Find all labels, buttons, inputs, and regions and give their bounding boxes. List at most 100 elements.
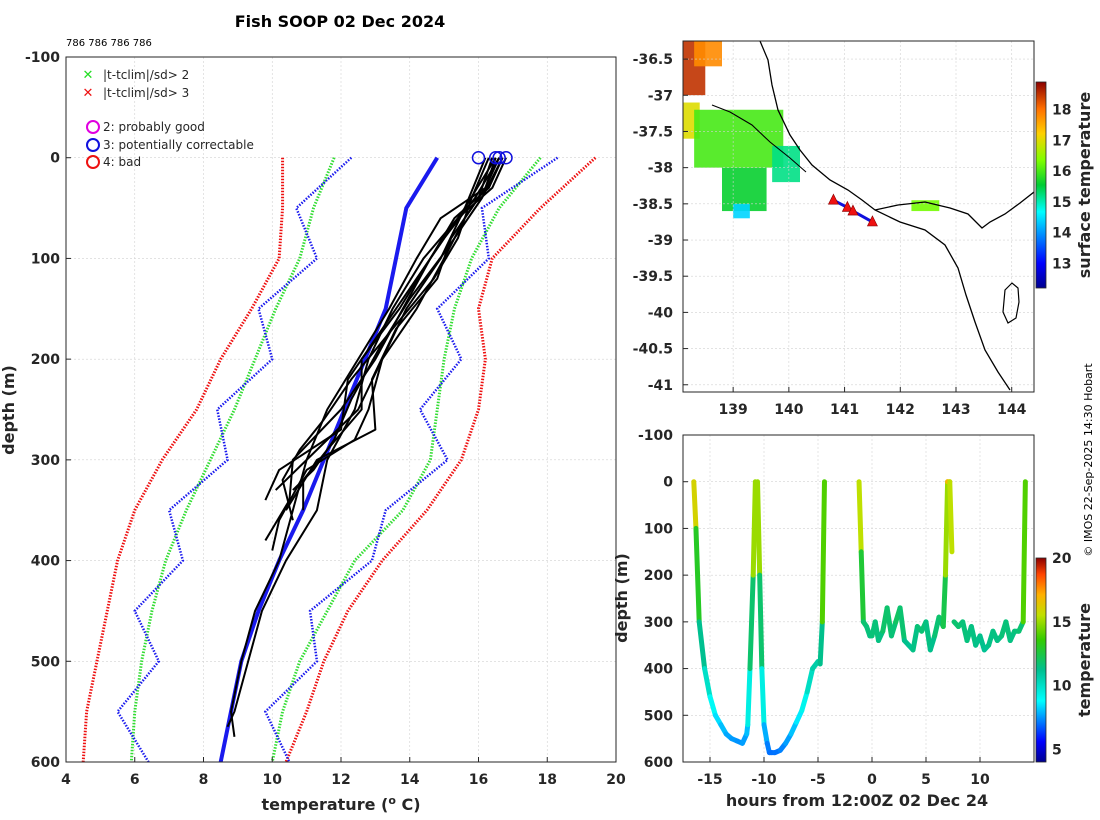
map-frame xyxy=(682,40,1035,393)
legend-item: |t-tclim|/sd> 2 xyxy=(103,68,189,82)
section-y-tick-label: 400 xyxy=(644,662,673,678)
legend-red-x-marker: ✕ xyxy=(83,86,94,101)
section-x-tick-label: -10 xyxy=(751,772,777,788)
depth-time-segments xyxy=(691,479,1028,756)
clim-mean-line xyxy=(218,156,439,762)
temperature-profile-line xyxy=(281,157,490,521)
map-y-tick-label: -41 xyxy=(648,378,673,394)
profile-x-ticks: 4 6 8 10 12 14 16 18 20 xyxy=(61,757,626,788)
section-plot-frame xyxy=(682,434,1035,763)
temperature-colorbar-tick-label: 15 xyxy=(1052,615,1071,631)
temperature-colorbar-tick-label: 10 xyxy=(1052,679,1072,695)
profile-y-tick-label: 0 xyxy=(50,151,60,167)
flag-3-circle-marker xyxy=(488,150,503,165)
sst-colorbar-ticks: 13 14 15 16 17 18 xyxy=(1052,103,1072,273)
temperature-colorbar-ticks: 5 10 15 20 xyxy=(1052,551,1072,758)
depth-time-segment xyxy=(747,572,756,672)
sst-colorbar-label: surface temperature xyxy=(1075,92,1094,279)
map-y-tick-label: -36.5 xyxy=(633,52,673,68)
sst-patch xyxy=(694,41,722,67)
drop-position-marker xyxy=(827,193,839,205)
profile-x-tick-label: 12 xyxy=(331,772,350,788)
map-x-tick-label: 142 xyxy=(886,402,915,418)
clim-minus-2sd-line xyxy=(129,157,336,762)
depth-time-segment xyxy=(759,666,767,728)
temperature-profile-line xyxy=(264,157,500,501)
map-y-ticks: -36.5 -37 -37.5 -38 -38.5 -39 -39.5 -40 -40.5 -41 xyxy=(633,52,688,394)
depth-time-segment xyxy=(691,479,699,531)
depth-time-segment xyxy=(897,605,907,644)
profile-x-tick-label: 4 xyxy=(61,772,71,788)
section-x-tick-label: 5 xyxy=(921,772,931,788)
map-x-tick-label: 140 xyxy=(774,402,803,418)
sst-colorbar-tick-label: 17 xyxy=(1052,133,1071,149)
sst-colorbar-tick-label: 14 xyxy=(1052,226,1072,242)
section-y-tick-label: 500 xyxy=(644,708,673,724)
coastline xyxy=(711,41,1034,391)
section-y-tick-label: 200 xyxy=(644,568,673,584)
map-y-tick-label: -38.5 xyxy=(633,197,673,213)
section-y-ticks: -100 0 100 200 300 400 500 600 xyxy=(638,428,688,771)
drop-position-marker xyxy=(866,215,878,227)
map-y-tick-label: -39.5 xyxy=(633,269,673,285)
temperature-profile-line xyxy=(292,157,504,491)
depth-time-segment xyxy=(819,479,827,625)
map-y-tick-label: -37.5 xyxy=(633,124,673,140)
legend-item: 2: probably good xyxy=(103,120,205,134)
sst-patches xyxy=(683,41,940,219)
profile-y-tick-label: 500 xyxy=(31,654,60,670)
section-x-label: hours from 12:00Z 02 Dec 24 xyxy=(726,791,988,810)
sst-patch xyxy=(911,200,940,212)
sst-colorbar-tick-label: 15 xyxy=(1052,195,1071,211)
clim-inner-blue-dotted-line xyxy=(263,156,559,762)
temperature-profile-line xyxy=(230,157,501,737)
legend-green-x-marker: ✕ xyxy=(83,68,94,83)
profile-y-tick-label: 600 xyxy=(31,755,60,771)
temperature-profile-line xyxy=(271,157,497,551)
clim-plus-2sd-line xyxy=(270,156,542,762)
section-y-label: depth (m) xyxy=(612,553,631,643)
coastline-bay xyxy=(874,191,1034,229)
clim-minus-3sd-line xyxy=(81,157,285,762)
depth-time-segment xyxy=(693,525,702,625)
profile-x-tick-label: 16 xyxy=(469,772,488,788)
depth-time-segment xyxy=(757,572,765,672)
map-x-tick-label: 143 xyxy=(941,402,970,418)
section-y-tick-label: 100 xyxy=(644,521,673,537)
legend-red-circle xyxy=(86,155,100,169)
depth-time-segment xyxy=(761,722,770,746)
depth-time-segment xyxy=(910,624,920,653)
section-x-tick-label: -5 xyxy=(810,772,826,788)
profile-x-tick-label: 20 xyxy=(606,772,626,788)
section-y-tick-label: 600 xyxy=(644,755,673,771)
map-y-tick-label: -38 xyxy=(648,161,673,177)
depth-time-segment xyxy=(755,479,763,578)
depth-time-segment xyxy=(799,689,810,714)
clim-inner-blue-dotted-line xyxy=(116,156,353,762)
drop-position-marker xyxy=(847,204,859,216)
profile-y-tick-label: 100 xyxy=(31,251,60,267)
chart-title: Fish SOOP 02 Dec 2024 xyxy=(235,12,445,31)
sst-patch xyxy=(733,203,750,219)
profile-y-tick-label: 300 xyxy=(31,453,60,469)
credit-text: © IMOS 22-Sep-2025 14:30 Hobart xyxy=(1082,363,1095,557)
profile-x-label: temperature (o C) xyxy=(261,794,420,814)
depth-time-segment xyxy=(707,694,718,718)
legend-item: |t-tclim|/sd> 3 xyxy=(103,86,189,100)
flag-3-circle-marker xyxy=(492,150,506,165)
depth-time-segment xyxy=(1020,479,1028,625)
drop-position-marker xyxy=(841,200,853,212)
depth-time-segment xyxy=(942,479,951,578)
profile-y-tick-label: 200 xyxy=(31,352,60,368)
profile-x-tick-label: 8 xyxy=(199,772,209,788)
section-x-tick-label: 0 xyxy=(867,772,877,788)
map-gridlines xyxy=(683,41,1034,392)
depth-time-segment xyxy=(940,572,948,630)
temperature-profiles xyxy=(226,157,507,737)
section-x-tick-label: 10 xyxy=(970,772,990,788)
profile-y-ticks: -100 0 100 200 300 400 500 600 xyxy=(25,50,71,771)
depth-time-segment xyxy=(745,666,753,728)
depth-time-segment xyxy=(947,479,955,555)
temperature-colorbar xyxy=(1035,557,1047,763)
